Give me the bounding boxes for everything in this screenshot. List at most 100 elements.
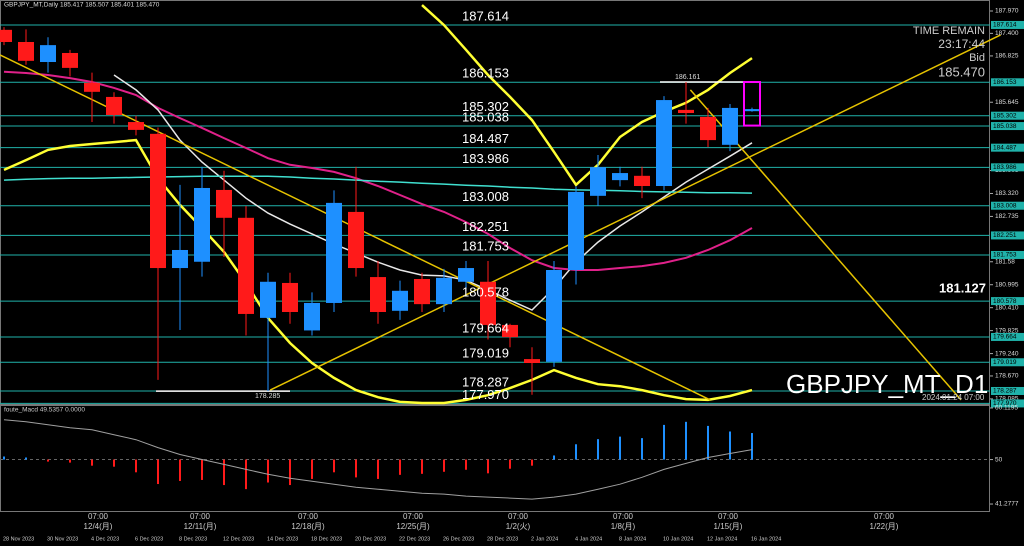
level-axis-box — [991, 201, 1024, 210]
date-label: 4 Jan 2024 — [575, 536, 602, 542]
grid-layer — [0, 10, 993, 505]
candle-body — [744, 109, 760, 112]
date-label: 6 Dec 2023 — [135, 536, 163, 542]
date-label: 12 Dec 2023 — [223, 536, 254, 542]
level-axis-box — [991, 111, 1024, 120]
candle-body — [106, 96, 122, 115]
time-label: 07:00 — [874, 512, 895, 521]
y-tick-label: 181.58 — [995, 258, 1015, 265]
level-axis-box — [991, 297, 1024, 306]
macd-tick-label: 50 — [995, 456, 1003, 463]
level-label: 182.251 — [462, 219, 509, 234]
candle-body — [18, 41, 34, 61]
level-axis-label: 185.302 — [993, 112, 1017, 119]
y-tick-label: 186.825 — [995, 53, 1019, 60]
level-label: 185.302 — [462, 99, 509, 114]
candle-body — [524, 359, 540, 364]
date-label: 30 Nov 2023 — [47, 536, 78, 542]
level-label: 186.153 — [462, 66, 509, 81]
high-label: 186.161 — [675, 74, 700, 81]
candle-body — [194, 187, 210, 262]
candle-body — [414, 279, 430, 305]
y-tick-label: 178.085 — [995, 396, 1019, 403]
time-date-label: 1/22(月) — [870, 522, 899, 531]
candle-body — [260, 281, 276, 318]
time-label: 07:00 — [88, 512, 109, 521]
candle-body — [700, 116, 716, 141]
level-axis-box — [991, 20, 1024, 29]
level-axis-label: 179.019 — [993, 359, 1017, 366]
level-axis-box — [991, 143, 1024, 152]
time-label: 07:00 — [403, 512, 424, 521]
time-date-label: 1/2(火) — [506, 522, 531, 531]
level-label: 179.664 — [462, 320, 509, 335]
side-price: 181.127 — [939, 280, 986, 295]
level-label: 187.614 — [462, 8, 509, 23]
y-tick-label: 179.825 — [995, 327, 1019, 334]
indicator-line — [113, 74, 753, 311]
y-tick-label: 185.645 — [995, 99, 1019, 106]
macd-tick-label: 41.2777 — [995, 501, 1019, 508]
date-label: 12 Jan 2024 — [707, 536, 737, 542]
date-label: 8 Jan 2024 — [619, 536, 646, 542]
level-axis-label: 178.287 — [993, 388, 1017, 395]
main-pane-frame — [0, 0, 990, 405]
date-label: 4 Dec 2023 — [91, 536, 119, 542]
current-box — [743, 81, 761, 127]
candle-body — [436, 277, 452, 305]
candle-body — [568, 191, 584, 270]
low-label: 178.285 — [255, 393, 280, 400]
level-axis-label: 179.664 — [993, 334, 1017, 341]
level-label: 184.487 — [462, 131, 509, 146]
level-axis-label: 185.038 — [993, 123, 1017, 130]
indicator-line — [3, 175, 753, 194]
level-axis-label: 186.153 — [993, 79, 1017, 86]
level-axis-label: 180.578 — [993, 298, 1017, 305]
date-label: 28 Nov 2023 — [3, 536, 34, 542]
candle-body — [40, 45, 56, 63]
candle-body — [326, 202, 342, 303]
y-tick-label: 179.240 — [995, 350, 1019, 357]
date-label: 18 Dec 2023 — [311, 536, 342, 542]
candle-body — [370, 277, 386, 312]
level-axis-label: 182.251 — [993, 232, 1017, 239]
candle-body — [656, 100, 672, 187]
time-date-label: 12/25(月) — [396, 522, 430, 531]
date-label: 16 Jan 2024 — [751, 536, 781, 542]
candle-body — [502, 324, 518, 338]
candle-body — [0, 29, 12, 42]
candle-body — [128, 122, 144, 130]
time-date-label: 12/11(月) — [184, 522, 217, 531]
label-layer: GBPJPY_MT,Daily 185.417 185.507 185.401 … — [3, 2, 1024, 542]
level-axis-label: 184.487 — [993, 144, 1017, 151]
candle-body — [546, 270, 562, 362]
chart-header: GBPJPY_MT,Daily 185.417 185.507 185.401 … — [4, 2, 160, 9]
time-date-label: 12/4(月) — [84, 522, 113, 531]
level-axis-box — [991, 386, 1024, 395]
level-axis-box — [991, 358, 1024, 367]
y-tick-label: 187.400 — [995, 30, 1019, 37]
date-label: 2 Jan 2024 — [531, 536, 558, 542]
time-remain-label: TIME REMAIN — [913, 25, 985, 37]
plot-layer — [0, 4, 1001, 500]
candle-body — [722, 107, 738, 145]
candle-body — [458, 268, 474, 282]
indicator-line — [3, 138, 753, 405]
level-label: 180.578 — [462, 285, 509, 300]
level-label: 181.753 — [462, 238, 509, 253]
time-label: 07:00 — [298, 512, 319, 521]
level-axis-box — [991, 122, 1024, 131]
level-axis-label: 181.753 — [993, 252, 1017, 259]
time-date-label: 12/18(月) — [291, 522, 325, 531]
time-date-label: 1/8(月) — [611, 522, 636, 531]
date-label: 8 Dec 2023 — [179, 536, 207, 542]
level-axis-box — [991, 78, 1024, 87]
indicator-line — [3, 70, 753, 271]
date-label: 14 Dec 2023 — [267, 536, 298, 542]
bid-price: 185.470 — [938, 64, 985, 79]
candle-body — [238, 217, 254, 314]
level-axis-label: 177.970 — [993, 400, 1017, 407]
level-axis-box — [991, 250, 1024, 259]
macd-pane-frame — [0, 405, 990, 512]
